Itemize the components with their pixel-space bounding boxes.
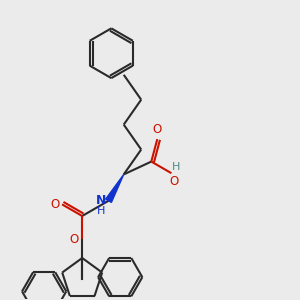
Text: O: O xyxy=(153,123,162,136)
Text: H: H xyxy=(97,206,106,216)
Text: N: N xyxy=(96,194,106,207)
Text: H: H xyxy=(172,162,180,172)
Polygon shape xyxy=(106,174,124,202)
Text: O: O xyxy=(70,233,79,246)
Text: O: O xyxy=(51,198,60,211)
Text: O: O xyxy=(169,176,179,188)
